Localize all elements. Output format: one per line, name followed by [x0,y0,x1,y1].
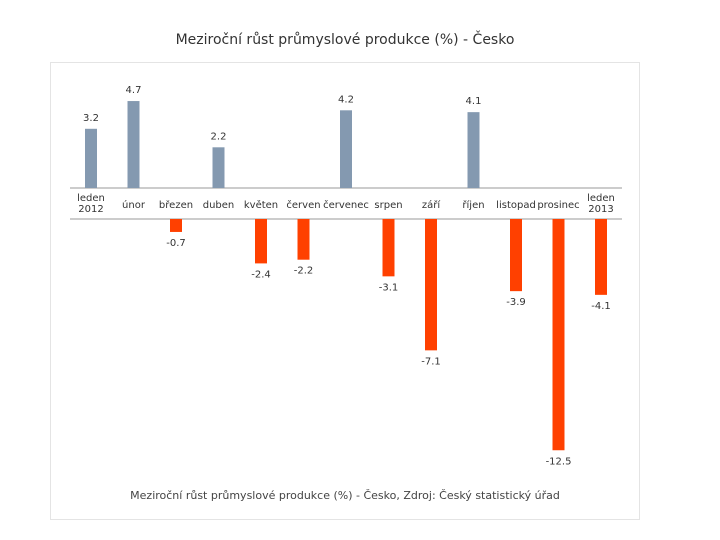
bar [170,219,182,232]
bar [595,219,607,295]
data-label: 4.1 [466,96,482,107]
bar [552,219,565,451]
data-label: -7.1 [421,356,441,367]
category-label: květen [244,199,278,211]
data-label: -2.4 [251,269,271,280]
bar [212,147,225,188]
data-label: -4.1 [591,301,611,312]
category-label: únor [122,199,146,211]
data-label: -3.1 [379,282,399,293]
chart-caption: Meziroční růst průmyslové produkce (%) -… [130,489,560,502]
data-label: -2.2 [294,266,314,277]
chart-panel [50,62,640,520]
category-label: listopad [496,200,536,211]
category-label: duben [203,200,235,211]
data-label: -12.5 [546,456,572,467]
data-label: 2.2 [211,131,227,142]
category-label: leden 2013 [587,193,615,215]
category-label: prosinec [537,200,579,211]
bar [297,219,310,260]
bar [467,112,480,188]
bar [127,101,140,188]
bar [340,110,352,188]
data-label: 3.2 [83,113,99,124]
data-label: -3.9 [506,297,526,308]
category-label: leden 2012 [77,193,105,215]
category-label: červenec [323,199,369,211]
data-label: 4.2 [338,94,354,105]
bar [510,219,522,292]
category-label: březen [159,199,193,211]
bar [255,219,267,264]
bar [85,128,97,188]
data-label: 4.7 [126,85,142,96]
category-label: září [422,199,441,211]
bar [425,219,437,351]
category-label: červen [286,199,320,211]
bar [382,219,395,277]
category-label: srpen [374,200,402,211]
data-label: -0.7 [166,238,186,249]
chart-title: Meziroční růst průmyslové produkce (%) -… [175,32,515,48]
category-label: říjen [462,199,484,211]
